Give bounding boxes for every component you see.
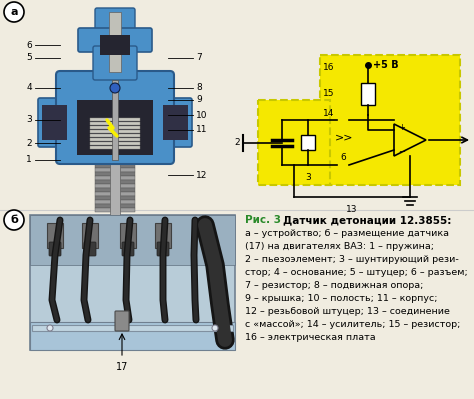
FancyBboxPatch shape [122, 242, 134, 256]
Text: 15: 15 [323, 89, 335, 99]
Text: 3: 3 [26, 115, 32, 124]
Text: 7 – резистор; 8 – подвижная опора;: 7 – резистор; 8 – подвижная опора; [245, 281, 423, 290]
Bar [90, 122, 140, 124]
Text: 9: 9 [196, 95, 202, 105]
Text: 4: 4 [27, 83, 32, 93]
Text: 1: 1 [26, 156, 32, 164]
Text: 17: 17 [116, 362, 128, 372]
Bar [95, 172, 135, 176]
FancyBboxPatch shape [56, 71, 174, 164]
FancyBboxPatch shape [258, 100, 330, 185]
Bar [30, 215, 235, 265]
Bar [42, 105, 67, 140]
Circle shape [4, 2, 24, 22]
Text: +5 В: +5 В [373, 60, 399, 70]
Bar [95, 184, 135, 188]
Text: (17) на двигателях ВАЗ: 1 – пружина;: (17) на двигателях ВАЗ: 1 – пружина; [245, 242, 434, 251]
Text: 6: 6 [26, 41, 32, 49]
Text: >>: >> [335, 132, 354, 142]
Bar [120, 223, 136, 248]
Circle shape [47, 325, 53, 331]
Text: 9 – крышка; 10 – полость; 11 – корпус;: 9 – крышка; 10 – полость; 11 – корпус; [245, 294, 438, 303]
Text: а – устройство; б – размещение датчика: а – устройство; б – размещение датчика [245, 229, 449, 238]
Text: 13: 13 [346, 205, 358, 214]
FancyBboxPatch shape [38, 98, 74, 147]
FancyBboxPatch shape [49, 242, 61, 256]
Bar [95, 208, 135, 212]
Bar [90, 138, 140, 140]
Bar [82, 223, 98, 248]
Bar [95, 200, 135, 204]
Text: с «массой»; 14 – усилитель; 15 – резистор;: с «массой»; 14 – усилитель; 15 – резисто… [245, 320, 460, 329]
Text: 5: 5 [26, 53, 32, 63]
Text: Датчик детонации 12.3855:: Датчик детонации 12.3855: [283, 215, 451, 225]
Bar [95, 160, 135, 164]
Text: 12: 12 [196, 170, 207, 180]
Text: 16: 16 [323, 63, 335, 71]
Bar [95, 164, 135, 168]
Bar [361, 83, 375, 105]
Text: Рис. 3: Рис. 3 [245, 215, 281, 225]
Bar [95, 180, 135, 184]
Bar [155, 223, 171, 248]
Bar [163, 105, 188, 140]
Text: стор; 4 – основание; 5 – штуцер; 6 – разъем;: стор; 4 – основание; 5 – штуцер; 6 – раз… [245, 268, 468, 277]
Polygon shape [394, 124, 426, 156]
Bar [90, 146, 140, 148]
Bar [95, 188, 135, 192]
Bar [301, 135, 315, 150]
Text: 12 – резьбовой штуцер; 13 – соединение: 12 – резьбовой штуцер; 13 – соединение [245, 307, 450, 316]
FancyBboxPatch shape [95, 8, 135, 34]
Bar [90, 142, 140, 144]
Bar [47, 223, 63, 248]
Bar [95, 168, 135, 172]
FancyBboxPatch shape [115, 311, 129, 331]
Text: 2 – пьезоэлемент; 3 – шунтирующий рези-: 2 – пьезоэлемент; 3 – шунтирующий рези- [245, 255, 459, 264]
Circle shape [212, 325, 218, 331]
Bar [77, 100, 153, 155]
Text: б: б [10, 215, 18, 225]
Bar [100, 35, 130, 55]
Bar [90, 126, 140, 128]
Text: 6: 6 [340, 152, 346, 162]
Bar [90, 134, 140, 136]
Bar [95, 192, 135, 196]
Circle shape [110, 83, 120, 93]
Bar [109, 12, 121, 72]
Bar [95, 196, 135, 200]
FancyBboxPatch shape [156, 98, 192, 147]
Bar [30, 322, 235, 350]
FancyBboxPatch shape [157, 242, 169, 256]
Text: 2: 2 [27, 138, 32, 148]
FancyBboxPatch shape [93, 46, 137, 80]
Bar [90, 130, 140, 132]
Bar [95, 176, 135, 180]
Text: 11: 11 [196, 126, 208, 134]
Bar [90, 118, 140, 120]
FancyBboxPatch shape [78, 28, 152, 52]
Text: 8: 8 [196, 83, 202, 93]
Text: +: + [398, 124, 405, 132]
Bar [32, 325, 233, 331]
Bar [112, 80, 118, 160]
Text: а: а [10, 7, 18, 17]
Circle shape [4, 210, 24, 230]
FancyBboxPatch shape [84, 242, 96, 256]
Text: 3: 3 [305, 173, 311, 182]
Text: 14: 14 [323, 109, 334, 117]
Bar [110, 155, 120, 215]
Text: 10: 10 [196, 111, 208, 119]
Text: −: − [398, 148, 405, 156]
Text: 2: 2 [234, 138, 240, 147]
Text: 7: 7 [196, 53, 202, 63]
FancyBboxPatch shape [320, 55, 460, 185]
Text: 16 – электрическая плата: 16 – электрическая плата [245, 333, 375, 342]
Bar [95, 204, 135, 208]
Bar [30, 215, 235, 350]
